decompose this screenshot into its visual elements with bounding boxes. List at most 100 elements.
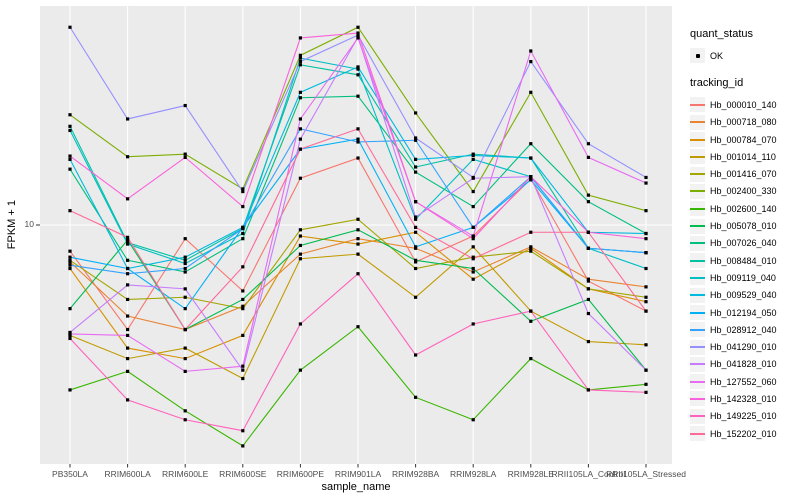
legend-item-Hb_028912_040: Hb_028912_040: [690, 321, 800, 338]
legend-item-Hb_001014_110: Hb_001014_110: [690, 148, 800, 165]
data-point: [241, 368, 245, 372]
legend-line-icon: [690, 173, 705, 176]
data-point: [68, 263, 72, 267]
legend-line-icon: [690, 276, 705, 279]
x-axis-title: sample_name: [321, 481, 391, 493]
legend-line-icon: [690, 294, 705, 297]
legend-item-Hb_009529_040: Hb_009529_040: [690, 287, 800, 304]
data-point: [298, 322, 302, 326]
data-point: [183, 327, 187, 332]
data-point: [183, 103, 187, 108]
legend-title-tracking-id: tracking_id: [690, 77, 744, 90]
data-point: [471, 234, 475, 238]
data-point: [529, 246, 533, 250]
data-point: [356, 36, 360, 40]
data-point: [241, 187, 245, 191]
data-point: [298, 63, 302, 67]
legend-item-label: Hb_001416_070: [710, 169, 777, 180]
legend-item-label: Hb_000784_070: [710, 134, 777, 145]
legend-item-label: Hb_009119_040: [710, 272, 776, 283]
data-point: [298, 176, 302, 180]
data-point: [471, 270, 475, 274]
data-point: [644, 266, 648, 271]
data-point: [68, 113, 72, 117]
legend-item-Hb_005078_010: Hb_005078_010: [690, 217, 800, 234]
legend-key-box: [690, 183, 705, 199]
legend-item-Hb_041828_010: Hb_041828_010: [690, 356, 800, 373]
data-point: [183, 369, 187, 373]
data-point: [68, 157, 72, 161]
legend-line-icon: [690, 363, 705, 366]
legend-line-icon: [690, 397, 705, 400]
ok-point-icon: [695, 53, 700, 58]
data-point: [126, 242, 130, 246]
legend-key-box: [690, 166, 705, 182]
data-point: [414, 295, 418, 299]
legend-line-icon: [690, 190, 705, 193]
data-point: [644, 175, 648, 180]
legend-key-box: [690, 270, 705, 286]
legend-line-icon: [690, 225, 705, 228]
legend-key-box: [690, 339, 705, 355]
legend-key-box: [690, 305, 705, 320]
data-point: [586, 200, 590, 204]
legend-item-Hb_000010_140: Hb_000010_140: [690, 96, 800, 113]
data-point: [529, 230, 533, 234]
data-point: [356, 325, 360, 329]
data-point: [183, 287, 187, 291]
data-point: [356, 140, 360, 144]
data-point: [644, 309, 648, 313]
legend-item-label: OK: [710, 50, 724, 61]
legend-line-icon: [690, 242, 705, 245]
data-point: [126, 155, 130, 159]
data-point: [241, 364, 245, 368]
legend-key-box: [690, 253, 705, 269]
legend-item-Hb_142328_010: Hb_142328_010: [690, 390, 800, 407]
legend-item-Hb_009119_040: Hb_009119_040: [690, 269, 800, 286]
legend-line-icon: [690, 415, 705, 418]
data-point: [183, 357, 187, 361]
data-point: [68, 167, 72, 171]
legend-title-quant-status: quant_status: [690, 28, 753, 40]
legend-item-label: Hb_002600_140: [710, 203, 777, 214]
data-point: [356, 67, 360, 71]
data-point: [529, 249, 533, 253]
data-point: [241, 333, 245, 338]
data-point: [471, 237, 475, 241]
legend-item-label: Hb_008484_010: [710, 255, 777, 266]
legend-key-box: [690, 149, 705, 165]
data-point: [414, 353, 418, 357]
legend-item-Hb_127552_060: Hb_127552_060: [690, 373, 800, 390]
legend-line-icon: [690, 311, 705, 314]
data-point: [644, 285, 648, 289]
data-point: [298, 90, 302, 94]
legend-item-Hb_041290_010: Hb_041290_010: [690, 338, 800, 355]
data-point: [356, 127, 360, 131]
data-point: [183, 152, 187, 156]
data-point: [68, 128, 72, 133]
data-point: [68, 124, 72, 128]
legend-item-label: Hb_041828_010: [710, 359, 777, 370]
data-point: [298, 36, 302, 40]
legend-line-icon: [690, 346, 705, 349]
data-point: [529, 49, 533, 53]
data-point: [126, 266, 130, 271]
legend-item-label: Hb_149225_010: [710, 411, 777, 422]
data-point: [586, 277, 590, 281]
data-point: [414, 225, 418, 229]
data-point: [471, 322, 475, 326]
x-tick-label-RRIM928BA: RRIM928BA: [391, 469, 440, 479]
data-point: [126, 197, 130, 201]
data-point: [644, 237, 648, 241]
legend-key-box: [690, 391, 705, 407]
data-point: [471, 204, 475, 209]
data-point: [471, 176, 475, 180]
x-tick-label-RRIM901LA: RRIM901LA: [334, 469, 382, 479]
data-point: [298, 53, 302, 57]
legend-line-icon: [690, 155, 705, 158]
data-point: [126, 357, 130, 361]
data-point: [644, 295, 648, 299]
data-point: [298, 59, 302, 64]
legend-item-Hb_002400_330: Hb_002400_330: [690, 183, 800, 200]
legend-tracking-items: Hb_000010_140 Hb_000718_080 Hb_000784_070 H…: [690, 96, 800, 442]
